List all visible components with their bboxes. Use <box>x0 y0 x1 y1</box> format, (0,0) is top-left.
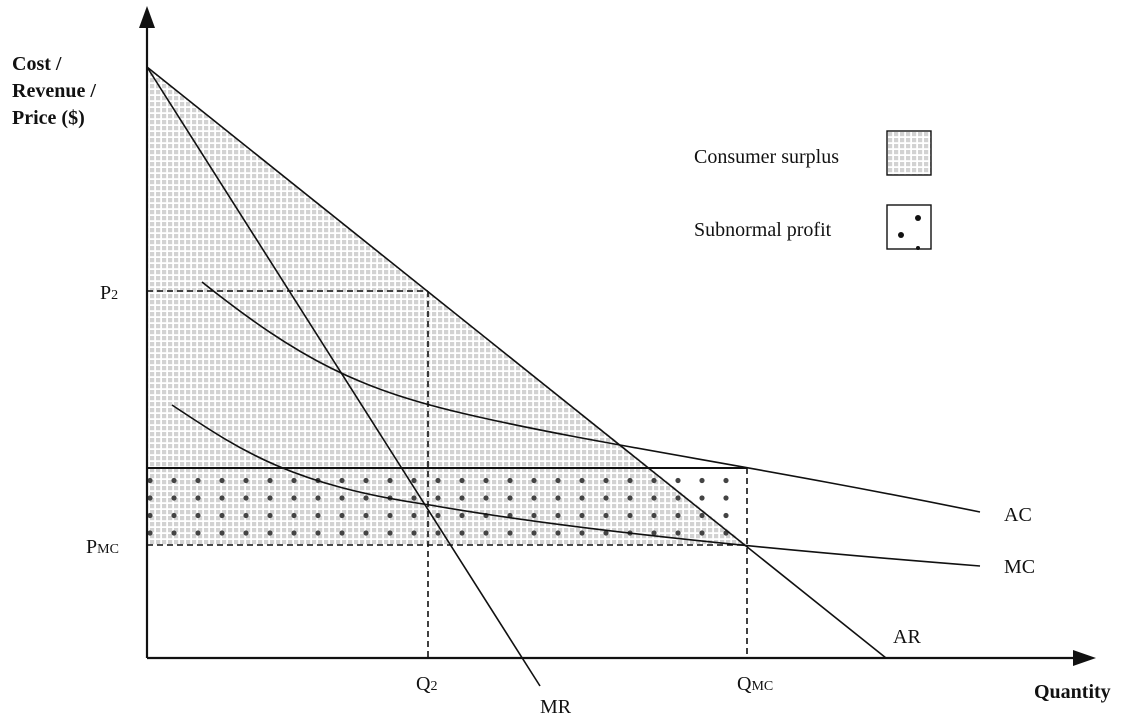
legend-consumer-surplus-swatch <box>886 130 932 176</box>
ar-label: AR <box>893 626 921 648</box>
legend-subnormal-profit-swatch <box>886 204 932 250</box>
y-axis-title-line2: Revenue / <box>12 80 96 102</box>
ac-curve <box>201 281 981 513</box>
x-axis-title: Quantity <box>1034 681 1111 703</box>
mr-label: MR <box>540 696 572 718</box>
ar-curve <box>146 66 887 659</box>
p2-label: P2 <box>100 282 118 304</box>
pmc-label: PMC <box>86 536 119 558</box>
q2-label: Q2 <box>416 673 437 695</box>
mc-curve <box>171 404 981 567</box>
legend-subnormal-profit-label: Subnormal profit <box>694 219 832 241</box>
x-axis-arrow <box>1073 650 1096 666</box>
ac-label: AC <box>1004 504 1032 526</box>
qmc-label: QMC <box>737 673 773 695</box>
mr-curve <box>146 66 541 687</box>
legend-consumer-surplus-label: Consumer surplus <box>694 146 839 168</box>
subnormal-profit-area <box>147 468 747 545</box>
y-axis-title-line3: Price ($) <box>12 107 85 129</box>
y-axis-arrow <box>139 6 155 28</box>
y-axis-title-line1: Cost / <box>12 53 62 75</box>
mc-label: MC <box>1004 556 1035 578</box>
